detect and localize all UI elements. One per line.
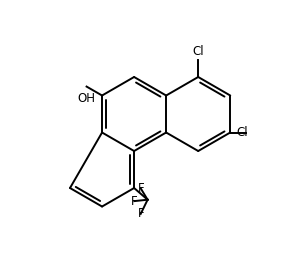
Text: Cl: Cl [237,126,248,139]
Text: F: F [131,195,138,208]
Text: F: F [137,182,144,195]
Text: Cl: Cl [192,45,204,58]
Text: F: F [137,207,144,220]
Text: OH: OH [78,92,96,105]
